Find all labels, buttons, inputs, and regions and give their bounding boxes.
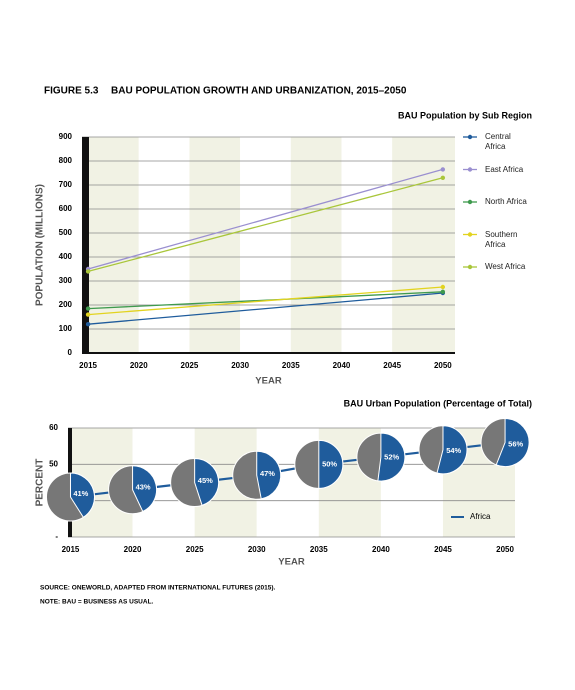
point bbox=[440, 289, 446, 294]
legend-label: West Africa bbox=[485, 262, 526, 271]
series-line bbox=[87, 168, 444, 270]
chart-title: BAU Population by Sub Region bbox=[398, 110, 532, 120]
legend-marker bbox=[467, 264, 473, 270]
point bbox=[440, 167, 446, 172]
x-tick-label: 2020 bbox=[130, 361, 148, 370]
x-tick-label: 2015 bbox=[79, 361, 97, 370]
y-tick-label: 400 bbox=[59, 252, 73, 261]
pie-slice bbox=[436, 425, 468, 475]
pie-slice bbox=[377, 432, 406, 482]
y-axis-label: PERCENT bbox=[35, 459, 46, 507]
series-line bbox=[87, 177, 444, 273]
legend-marker bbox=[467, 134, 473, 140]
data-label: 50% bbox=[322, 459, 337, 468]
band bbox=[392, 137, 455, 353]
band bbox=[138, 137, 190, 353]
band bbox=[290, 137, 342, 353]
series-line bbox=[88, 286, 443, 316]
point bbox=[85, 322, 91, 327]
x-tick-label: 2015 bbox=[62, 545, 80, 554]
x-tick-label: 2030 bbox=[231, 361, 249, 370]
band bbox=[189, 137, 241, 353]
point bbox=[440, 284, 446, 290]
data-label: 54% bbox=[446, 446, 461, 455]
legend-label: Central Africa bbox=[485, 132, 511, 151]
x-tick-label: 2025 bbox=[186, 545, 204, 554]
legend-marker bbox=[467, 167, 473, 172]
legend-label: East Africa bbox=[485, 164, 524, 174]
y-axis-bar bbox=[82, 137, 89, 353]
data-label: 56% bbox=[508, 440, 523, 449]
legend-label: Southern Africa bbox=[485, 229, 518, 249]
legend-marker bbox=[467, 199, 473, 205]
x-tick-label: 2020 bbox=[124, 545, 142, 554]
pie-slice bbox=[132, 465, 158, 513]
y-tick-label: 800 bbox=[59, 156, 73, 165]
x-tick-label: 2045 bbox=[383, 361, 401, 370]
pie-slice bbox=[69, 472, 95, 518]
x-tick-label: 2035 bbox=[310, 545, 328, 554]
y-tick-label: 300 bbox=[59, 276, 73, 285]
x-tick-label: 2025 bbox=[181, 361, 199, 370]
point bbox=[85, 269, 91, 274]
pie-slice bbox=[256, 450, 282, 500]
x-tick-label: 2050 bbox=[434, 361, 452, 370]
x-tick-label: 2035 bbox=[282, 361, 300, 370]
y-tick-label: 200 bbox=[59, 300, 73, 309]
x-tick-label: 2050 bbox=[496, 545, 514, 554]
point bbox=[85, 312, 91, 317]
y-tick-label: 700 bbox=[59, 180, 73, 189]
band bbox=[341, 137, 393, 353]
y-tick-label: 100 bbox=[59, 324, 73, 333]
figure-number: FIGURE 5.3 bbox=[44, 86, 99, 97]
band bbox=[240, 137, 291, 353]
series-line bbox=[88, 292, 443, 325]
source-note: SOURCE: ONEWORLD, ADAPTED FROM INTERNATI… bbox=[40, 585, 276, 592]
chart-title: BAU Urban Population (Percentage of Tota… bbox=[344, 398, 532, 408]
y-tick-label: 50 bbox=[49, 459, 58, 468]
data-label: 45% bbox=[198, 476, 213, 485]
y-tick-label: 900 bbox=[59, 132, 73, 141]
figure-title: BAU POPULATION GROWTH AND URBANIZATION, … bbox=[111, 86, 407, 97]
pie-slice bbox=[194, 457, 220, 506]
x-tick-label: 2045 bbox=[434, 545, 452, 554]
y-tick-label: - bbox=[55, 532, 58, 541]
pie-slice bbox=[495, 418, 530, 468]
point bbox=[440, 175, 446, 180]
x-tick-label: 2040 bbox=[372, 545, 390, 554]
x-axis-label: YEAR bbox=[278, 557, 305, 568]
pie-slice bbox=[318, 439, 344, 489]
x-tick-label: 2040 bbox=[333, 361, 351, 370]
data-label: 47% bbox=[260, 469, 275, 478]
note: NOTE: BAU = BUSINESS AS USUAL. bbox=[40, 599, 154, 606]
y-tick-label: 500 bbox=[59, 228, 73, 237]
y-tick-label: 0 bbox=[68, 348, 73, 357]
data-label: 41% bbox=[73, 489, 88, 498]
data-label: 52% bbox=[384, 453, 399, 462]
x-tick-label: 2030 bbox=[248, 545, 266, 554]
data-label: 43% bbox=[136, 482, 151, 491]
band bbox=[82, 137, 139, 353]
y-axis-label: POPULATION (MILLIONS) bbox=[35, 184, 46, 306]
point bbox=[85, 306, 91, 311]
y-tick-label: 600 bbox=[59, 204, 73, 213]
legend-label: North Africa bbox=[485, 197, 527, 206]
legend-label: Africa bbox=[470, 512, 491, 521]
y-tick-label: 60 bbox=[49, 423, 58, 432]
legend-marker bbox=[467, 232, 473, 237]
x-axis-label: YEAR bbox=[255, 376, 282, 387]
